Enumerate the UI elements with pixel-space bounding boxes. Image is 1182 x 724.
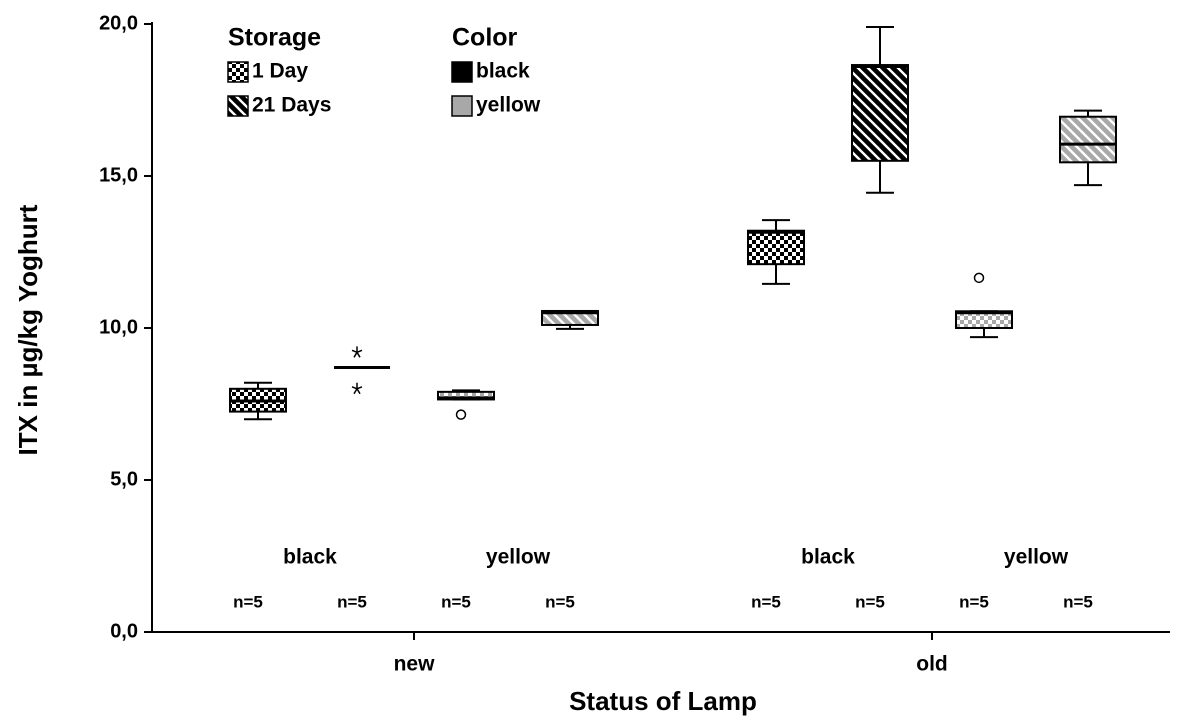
legend-swatch [451, 95, 473, 117]
legend-swatch [227, 95, 249, 117]
n-label: n=5 [545, 592, 575, 611]
group-label: yellow [1004, 546, 1069, 569]
n-label: n=5 [855, 592, 885, 611]
box [955, 310, 1013, 329]
n-label: n=5 [337, 592, 367, 611]
legend-label: black [476, 60, 530, 83]
y-tick-label: 5,0 [110, 468, 138, 490]
legend-swatch [451, 61, 473, 83]
box [437, 390, 495, 401]
extreme [351, 346, 363, 358]
n-label: n=5 [233, 592, 263, 611]
extreme [351, 382, 363, 395]
legend-title: Color [452, 24, 518, 52]
y-tick-label: 10,0 [99, 316, 138, 338]
outlier [455, 409, 467, 420]
y-tick-label: 20,0 [99, 12, 138, 34]
n-label: n=5 [441, 592, 471, 611]
legend-title: Storage [228, 24, 321, 52]
group-label: black [283, 546, 337, 569]
box [747, 229, 805, 266]
y-tick-label: 15,0 [99, 164, 138, 186]
legend-label: 1 Day [252, 60, 308, 83]
group-label: yellow [486, 546, 551, 569]
box [541, 309, 599, 326]
n-label: n=5 [959, 592, 989, 611]
box [1059, 115, 1117, 164]
legend-swatch [227, 61, 249, 83]
legend-label: yellow [476, 94, 541, 117]
x-tick-label: old [916, 653, 948, 676]
n-label: n=5 [1063, 592, 1093, 611]
legend-label: 21 Days [252, 94, 331, 117]
outlier [973, 272, 985, 284]
box [851, 64, 909, 162]
y-axis-label: ITX in µg/kg Yoghurt [13, 204, 43, 455]
group-label: black [801, 546, 855, 569]
y-tick-label: 0,0 [110, 620, 138, 642]
x-tick-label: new [394, 653, 436, 676]
x-axis-label: Status of Lamp [569, 686, 757, 716]
n-label: n=5 [751, 592, 781, 611]
